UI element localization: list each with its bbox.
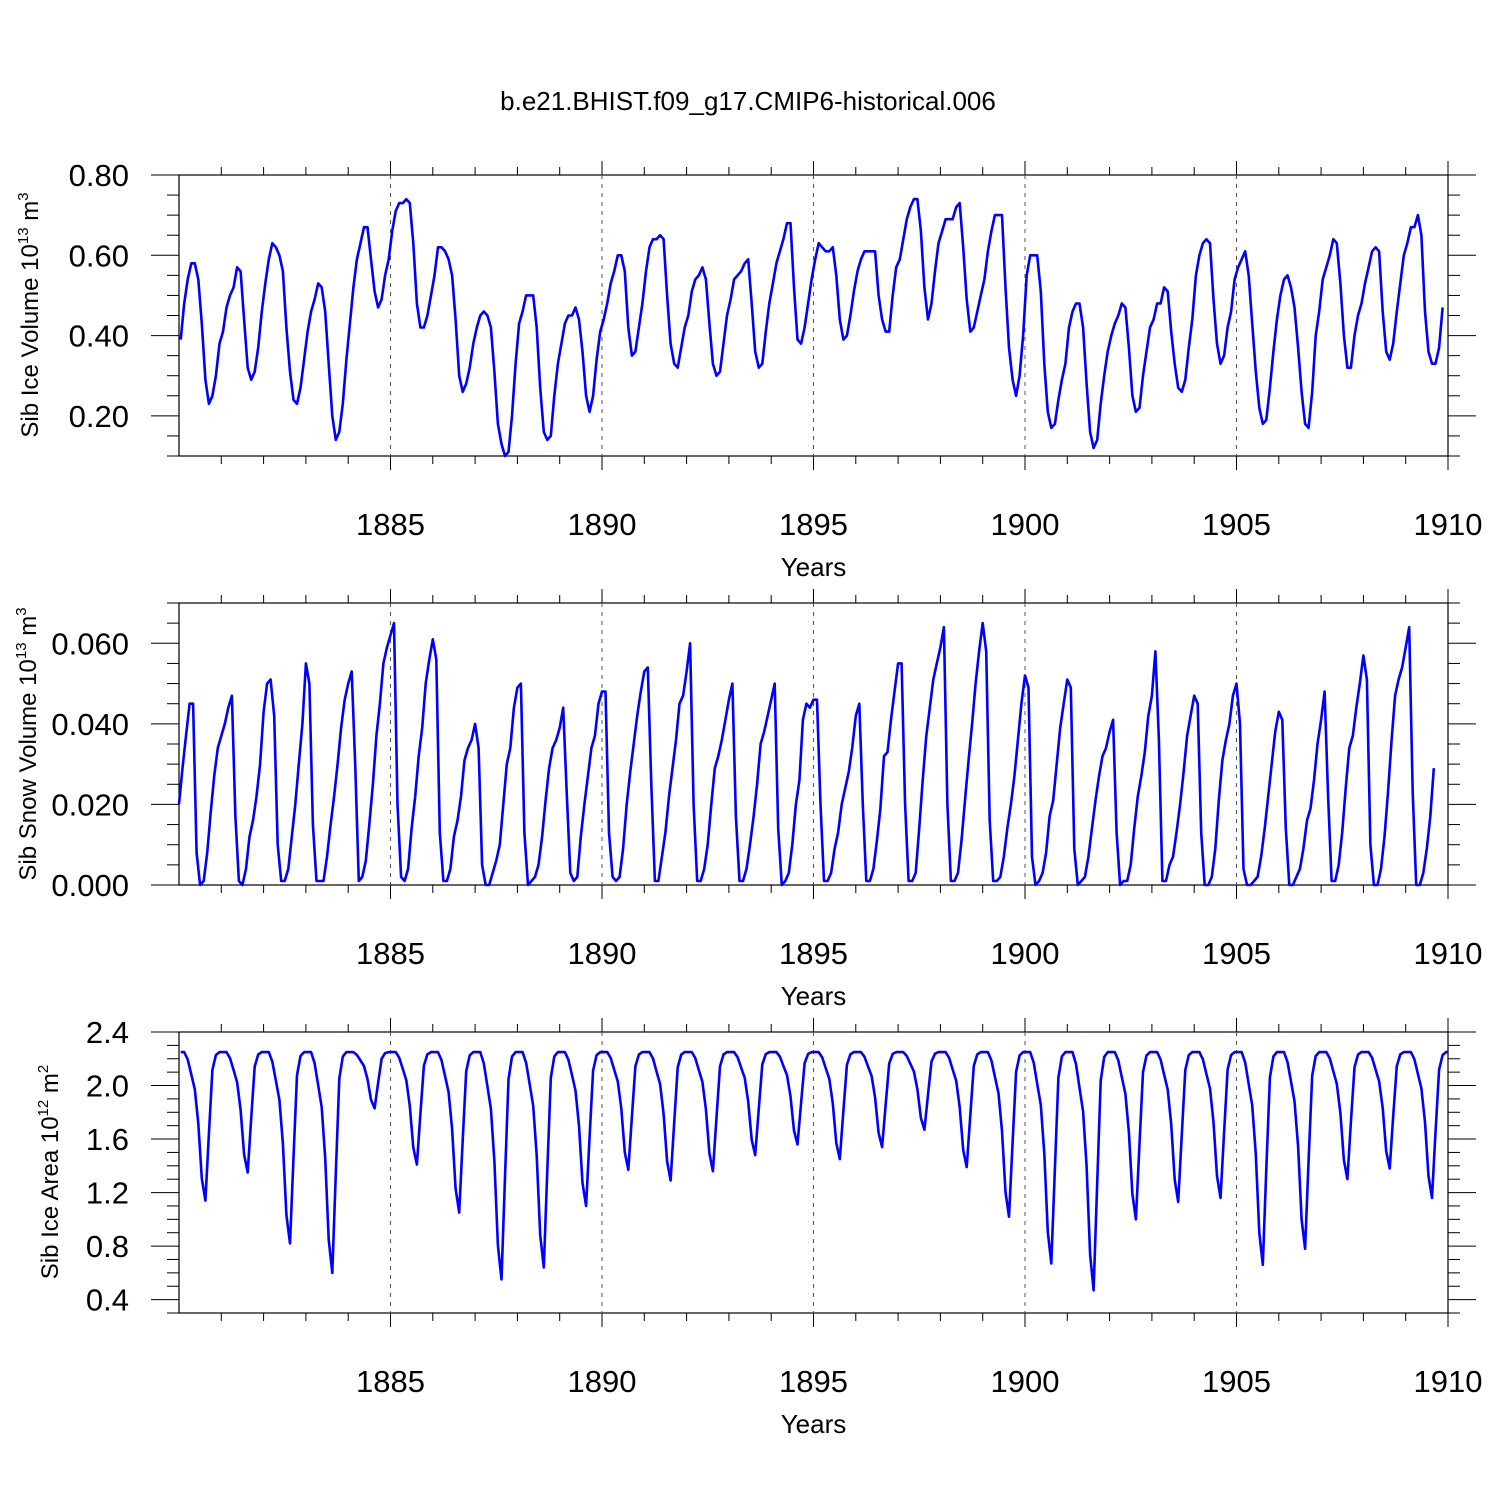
y-label-superscript: 3: [13, 607, 30, 615]
y-label-text: Sib Ice Area 10: [37, 1116, 64, 1279]
x-tick-label: 1905: [1202, 1364, 1271, 1399]
plot-frame: [178, 602, 1449, 886]
y-label-text: m: [37, 1073, 64, 1100]
x-tick-label: 1910: [1414, 1364, 1483, 1399]
plot-frame: [178, 174, 1449, 457]
y-axis-label: Sib Ice Area 1012 m2: [35, 1065, 64, 1279]
y-label-text: Sib Ice Volume 10: [17, 244, 44, 437]
chart-panel-2: 1885 1890 1895 1900 1905 1910 Years 0.000 0.020 0…: [13, 589, 1482, 1011]
y-tick-label: 0.20: [69, 399, 129, 434]
y-label-superscript: 3: [15, 192, 32, 200]
y-axis-label: Sib Ice Volume 1013 m3: [15, 192, 44, 437]
x-tick-label: 1900: [991, 1364, 1060, 1399]
x-tick-label: 1885: [356, 507, 425, 542]
x-tick-label: 1895: [779, 936, 848, 971]
y-label-superscript: 13: [15, 227, 32, 244]
y-label-text: Sib Snow Volume 10: [15, 659, 42, 880]
x-tick-label: 1910: [1414, 507, 1483, 542]
series-line-sib-snow-volume: [177, 621, 1436, 887]
y-tick-label: 1.2: [86, 1176, 129, 1211]
x-tick-label: 1905: [1202, 936, 1271, 971]
y-tick-label: 0.60: [69, 238, 129, 273]
x-tick-label: 1890: [568, 1364, 637, 1399]
y-tick-label: 0.80: [69, 158, 129, 193]
x-tick-label: 1900: [991, 507, 1060, 542]
y-tick-label: 0.060: [51, 626, 129, 661]
x-axis-label: Years: [781, 981, 847, 1011]
y-tick-label: 0.040: [51, 707, 129, 742]
chart-panel-1: 1885 1890 1895 1900 1905 1910 Years 0.20 0.40 0.6…: [15, 158, 1482, 582]
y-tick-label: 2.4: [86, 1015, 129, 1050]
x-tick-label: 1900: [991, 936, 1060, 971]
series-line-sib-ice-area: [180, 1050, 1448, 1292]
chart-panel-3: 1885 1890 1895 1900 1905 1910 Years 0.4 0.8 1.2 1.…: [35, 1015, 1482, 1439]
y-tick-label: 2.0: [86, 1069, 129, 1104]
x-tick-label: 1885: [356, 1364, 425, 1399]
x-tick-label: 1890: [568, 936, 637, 971]
x-axis-label: Years: [781, 552, 847, 582]
y-label-superscript: 2: [35, 1065, 52, 1073]
y-tick-label: 0.4: [86, 1283, 129, 1318]
y-tick-label: 1.6: [86, 1122, 129, 1157]
x-tick-label: 1910: [1414, 936, 1483, 971]
y-label-text: m: [17, 201, 44, 228]
x-tick-label: 1895: [779, 1364, 848, 1399]
y-label-superscript: 12: [35, 1100, 52, 1117]
x-tick-label: 1905: [1202, 507, 1271, 542]
series-line-sib-ice-volume: [179, 197, 1444, 458]
chart-title: b.e21.BHIST.f09_g17.CMIP6-historical.006: [500, 86, 996, 116]
y-axis-label: Sib Snow Volume 1013 m3: [13, 607, 42, 880]
x-axis-label: Years: [781, 1409, 847, 1439]
x-tick-label: 1885: [356, 936, 425, 971]
y-tick-label: 0.020: [51, 787, 129, 822]
x-tick-label: 1895: [779, 507, 848, 542]
y-label-text: m: [15, 616, 42, 643]
chart-panels: 1885 1890 1895 1900 1905 1910 Years 0.20 0.40 0.6…: [13, 158, 1482, 1439]
x-tick-label: 1890: [568, 507, 637, 542]
y-tick-label: 0.8: [86, 1229, 129, 1264]
y-label-superscript: 13: [13, 642, 30, 659]
y-tick-label: 0.40: [69, 319, 129, 354]
y-tick-label: 0.000: [51, 868, 129, 903]
